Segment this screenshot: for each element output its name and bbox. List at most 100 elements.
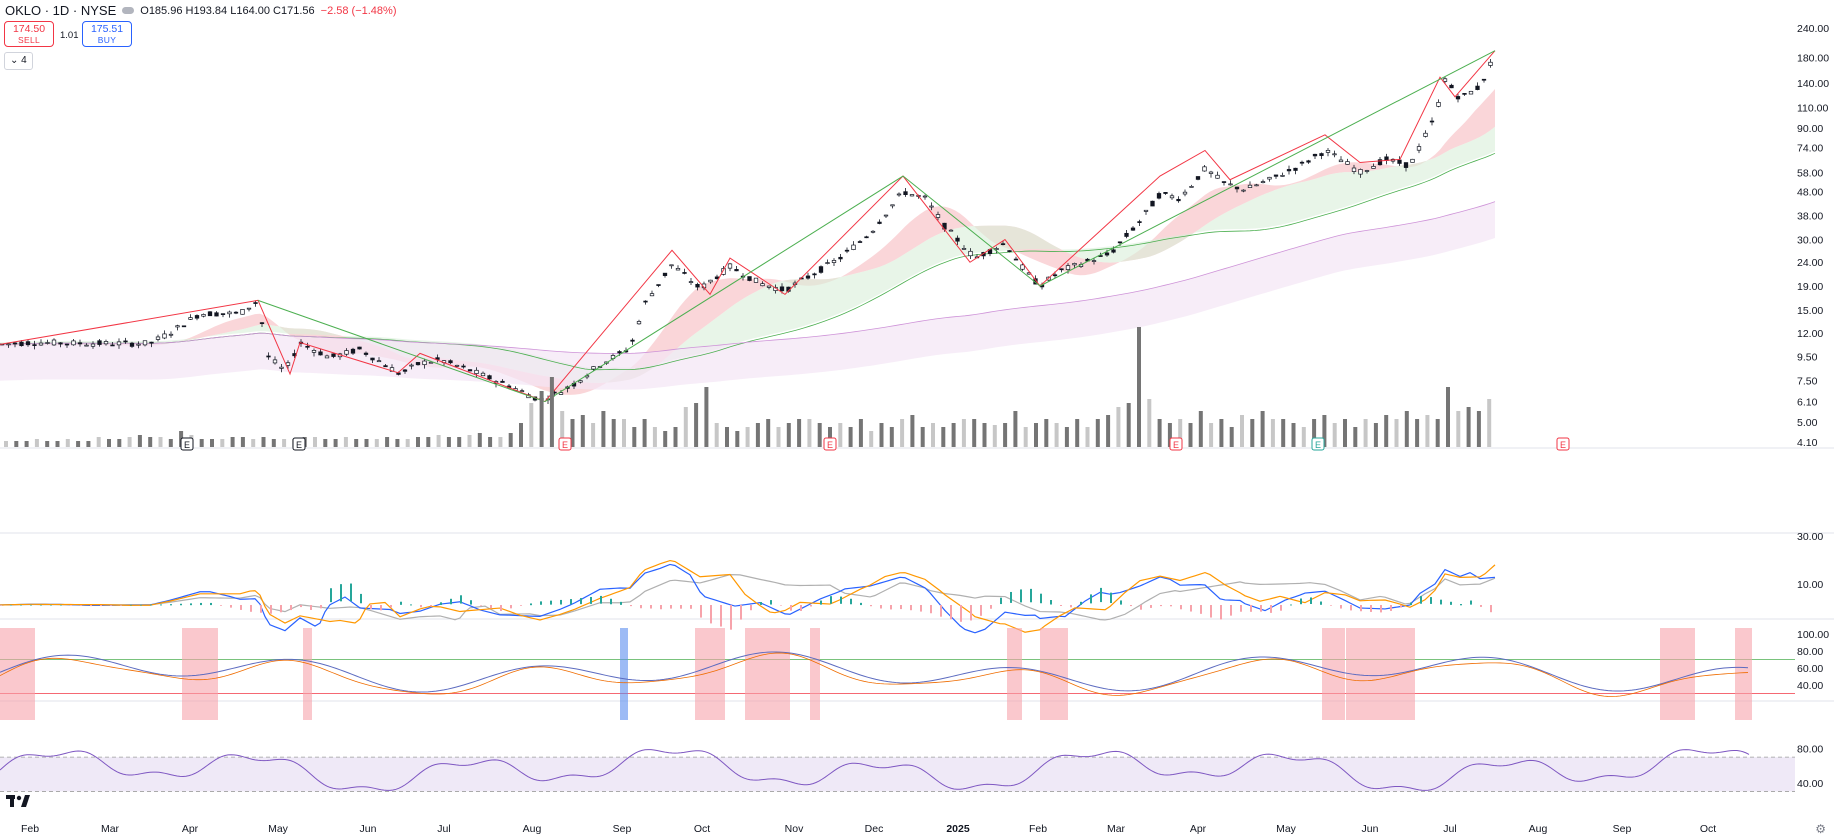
oscillator-highlight-zone — [182, 628, 218, 720]
price-candle — [1338, 159, 1344, 163]
volume-bar — [1363, 419, 1368, 447]
volume-bar — [549, 377, 554, 447]
price-candle — [649, 293, 655, 297]
ma-line-200 — [0, 201, 1496, 354]
price-axis-tick: 58.00 — [1797, 167, 1823, 179]
volume-bar — [1425, 415, 1430, 447]
price-candle — [779, 286, 785, 292]
earnings-marker[interactable] — [1169, 437, 1183, 451]
macd-histogram-bar — [1320, 601, 1322, 605]
macd-histogram-bar — [920, 605, 922, 612]
sell-button[interactable]: 174.50 SELL — [4, 21, 54, 47]
macd-axis-tick: 10.00 — [1797, 579, 1823, 591]
price-candle — [461, 365, 466, 368]
volume-bar — [1229, 427, 1234, 447]
volume-bar — [1404, 411, 1409, 447]
price-candle — [1416, 146, 1422, 151]
price-candle — [305, 345, 310, 348]
earnings-marker[interactable] — [180, 437, 194, 451]
price-candle — [188, 317, 193, 320]
macd-histogram-bar — [1490, 605, 1492, 613]
price-candle — [1163, 192, 1168, 194]
oscillator-highlight-zone — [303, 628, 312, 720]
price-axis-tick: 30.00 — [1797, 235, 1823, 247]
oscillator-highlight-zone — [1346, 628, 1415, 720]
time-axis-tick: May — [268, 823, 289, 835]
earnings-marker[interactable] — [1556, 437, 1570, 451]
price-candle — [1280, 175, 1285, 177]
macd-histogram-bar — [820, 600, 822, 605]
price-candle — [961, 248, 967, 250]
price-candle — [753, 277, 759, 283]
price-candle — [422, 360, 427, 366]
earnings-marker[interactable] — [558, 437, 572, 451]
price-candle — [64, 343, 70, 346]
price-candle — [123, 340, 128, 343]
price-candle — [1156, 193, 1162, 199]
price-candle — [1371, 166, 1376, 169]
price-candle — [409, 364, 414, 367]
earnings-marker-label: E — [184, 440, 190, 450]
indicators-toggle-button[interactable]: ⌄ 4 — [4, 52, 33, 70]
earnings-marker[interactable] — [292, 437, 306, 451]
macd-histogram-bar — [580, 598, 582, 605]
macd-histogram-bar — [430, 605, 432, 607]
price-candle — [285, 362, 291, 366]
tradingview-logo-icon[interactable] — [6, 795, 32, 809]
volume-bar — [467, 435, 472, 447]
macd-histogram-bar — [1400, 605, 1402, 608]
macd-histogram-bar — [400, 601, 402, 605]
earnings-marker[interactable] — [1311, 437, 1325, 451]
price-candle — [448, 360, 453, 364]
volume-bar — [34, 439, 39, 447]
volume-bar — [992, 425, 997, 447]
volume-bar — [1240, 415, 1244, 447]
price-candle — [272, 359, 278, 364]
price-candle — [324, 355, 330, 359]
price-candle — [1488, 61, 1493, 66]
macd-histogram-bar — [880, 605, 882, 609]
macd-histogram-bar — [490, 605, 492, 609]
volume-bar — [663, 431, 668, 447]
price-candle — [129, 342, 135, 347]
price-candle — [454, 364, 460, 367]
macd-histogram-bar — [810, 605, 812, 607]
price-candle — [1332, 153, 1337, 156]
macd-histogram-bar — [500, 605, 502, 611]
volume-bar — [1415, 419, 1420, 447]
macd-histogram-bar — [1100, 587, 1102, 603]
price-axis-tick: 5.00 — [1797, 417, 1818, 429]
price-candle — [1130, 227, 1136, 231]
price-candle — [428, 361, 434, 364]
volume-bar — [725, 427, 729, 447]
oscillator-slow-line — [0, 652, 1749, 697]
price-candle — [318, 351, 323, 356]
macd-histogram-bar — [690, 605, 692, 609]
macd-histogram-bar — [220, 605, 222, 606]
time-axis-tick: Nov — [785, 823, 804, 835]
macd-histogram-bar — [10, 604, 12, 606]
symbol-title[interactable]: OKLO · 1D · NYSE — [5, 3, 117, 18]
macd-histogram-bar — [240, 605, 242, 610]
macd-histogram-bar — [1310, 597, 1312, 604]
macd-histogram-bar — [1050, 600, 1052, 605]
volume-bar — [539, 391, 544, 447]
volume-bar — [426, 437, 431, 447]
volume-bar — [1456, 411, 1461, 447]
volume-bar — [931, 423, 935, 447]
price-axis-tick: 6.10 — [1797, 397, 1818, 409]
macd-histogram-bar — [0, 605, 2, 606]
settings-gear-icon[interactable]: ⚙ — [1815, 822, 1826, 836]
macd-histogram-bar — [280, 605, 282, 613]
macd-histogram-bar — [420, 605, 422, 608]
volume-bar — [632, 427, 637, 447]
price-candle — [396, 372, 401, 375]
price-axis-tick: 24.00 — [1797, 257, 1823, 269]
buy-button[interactable]: 175.51 BUY — [82, 21, 132, 47]
macd-histogram-bar — [700, 605, 702, 618]
price-axis-tick: 19.00 — [1797, 281, 1823, 293]
earnings-marker[interactable] — [823, 437, 837, 451]
oscillator-highlight-zone — [810, 628, 820, 720]
macd-histogram-bar — [1230, 605, 1232, 616]
